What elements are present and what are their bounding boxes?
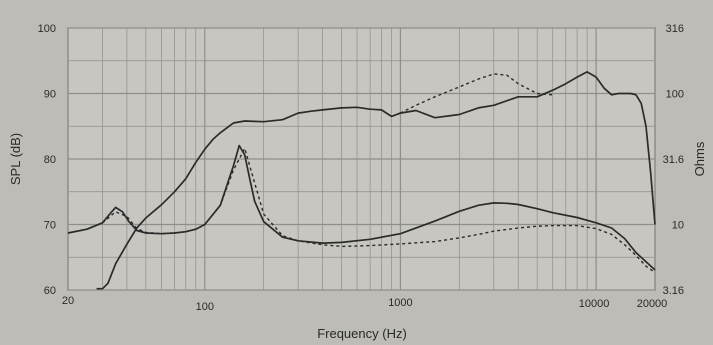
y2-tick-label: 10	[672, 219, 684, 231]
x-axis-title: Frequency (Hz)	[317, 326, 407, 341]
y-tick-label: 60	[44, 285, 56, 297]
series-layer	[67, 71, 656, 290]
x-tick-label: 10000	[579, 298, 610, 310]
y-tick-label: 80	[44, 154, 56, 166]
spl-series-solid-0	[96, 71, 656, 290]
y2-tick-label: 31.6	[663, 154, 684, 166]
spl-series-dashed-1	[400, 73, 553, 114]
x-tick-label: 20000	[637, 298, 668, 310]
impedance-series-solid-2	[67, 144, 656, 271]
y2-tick-label: 3.16	[663, 285, 684, 297]
x-tick-label: 1000	[388, 297, 412, 309]
y-tick-label: 70	[44, 220, 56, 232]
y2-tick-label: 316	[666, 23, 684, 35]
y-tick-label: 100	[38, 23, 56, 35]
grid-lines	[67, 27, 656, 291]
y2-axis-title: Ohms	[692, 141, 707, 176]
x-tick-label: 20	[62, 295, 74, 307]
x-tick-label: 100	[196, 301, 214, 313]
y-axis-title: SPL (dB)	[8, 133, 23, 185]
y2-tick-label: 100	[666, 88, 684, 100]
y-tick-label: 90	[44, 89, 56, 101]
tick-labels: 20 100 1000 10000 20000 60 70 80 90 100 3.16 10 31.6…	[38, 23, 684, 313]
